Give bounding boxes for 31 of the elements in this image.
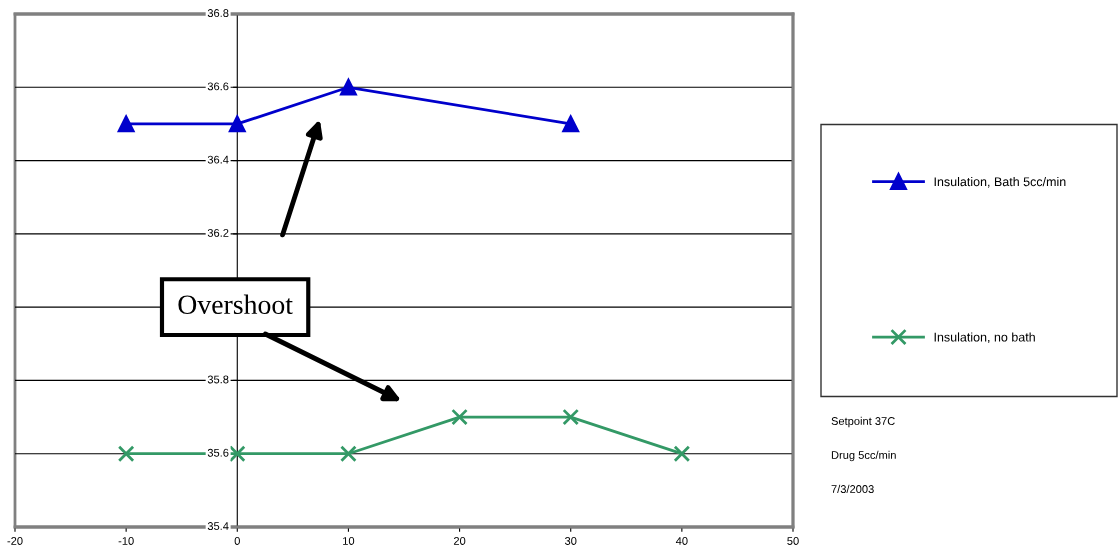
point (673, 445, 691, 463)
y-tick-label: 36.8 (207, 9, 229, 17)
x-tick-label: 40 (675, 537, 688, 545)
point (117, 445, 135, 463)
x-tick-label: 20 (453, 537, 466, 545)
x-tick-label: 30 (564, 537, 577, 545)
y-tick-label: 35.8 (207, 375, 229, 384)
annotation: Overshoot (178, 294, 293, 315)
point (117, 115, 135, 133)
point (562, 408, 580, 426)
point (228, 115, 246, 133)
text: Setpoint 37C (831, 416, 895, 428)
point (451, 408, 468, 426)
x-tick-label: 10 (343, 537, 355, 545)
x-tick-label: 50 (787, 537, 799, 545)
legend-label: Insulation, no bath (934, 332, 1035, 344)
x-tick-label: 0 (234, 537, 240, 545)
point (562, 115, 580, 133)
text: 7/3/2003 (831, 484, 874, 493)
y-tick-label: 36.4 (207, 155, 229, 164)
y-tick-label: 36.6 (207, 82, 229, 91)
legend-label: Insulation, Bath 5cc/min (934, 176, 1066, 188)
point (340, 445, 357, 463)
point (228, 445, 246, 463)
y-tick-label: 36.2 (207, 228, 229, 237)
x-tick-label: -10 (118, 537, 134, 545)
y-tick-label: 35.4 (207, 522, 229, 530)
point (340, 78, 357, 96)
text: Drug 5cc/min (831, 450, 896, 462)
y-tick-label: 35.6 (207, 448, 229, 457)
x-tick-label: -20 (7, 537, 23, 545)
